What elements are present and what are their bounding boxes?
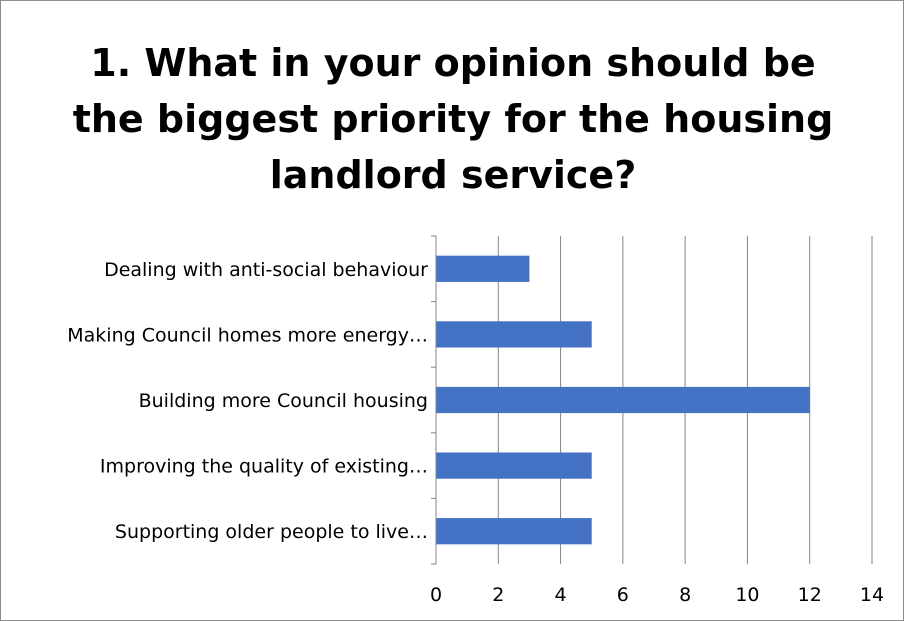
category-label: Making Council homes more energy…: [67, 324, 428, 346]
x-tick-label: 8: [679, 584, 691, 606]
bar: [436, 452, 592, 479]
x-tick-label: 10: [735, 584, 759, 606]
category-label: Building more Council housing: [139, 390, 428, 412]
category-axis: [431, 235, 437, 565]
x-tick-label: 2: [492, 584, 504, 606]
chart-title-line: landlord service?: [269, 153, 637, 197]
bar: [436, 321, 592, 348]
x-tick-label: 6: [617, 584, 629, 606]
x-tick-label: 12: [798, 584, 822, 606]
category-label: Dealing with anti-social behaviour: [104, 259, 428, 281]
bar: [436, 518, 592, 545]
category-labels: Dealing with anti-social behaviour Making…: [67, 259, 428, 543]
chart-title-line: 1. What in your opinion should be: [90, 41, 816, 85]
x-tick-label: 0: [430, 584, 442, 606]
x-tick-label: 14: [860, 584, 884, 606]
value-axis-ticks: 0 2 4 6 8 10 12 14: [430, 584, 884, 606]
category-label: Improving the quality of existing…: [100, 456, 428, 478]
bar: [436, 386, 810, 414]
bar: [436, 255, 530, 282]
category-label: Supporting older people to live…: [115, 521, 428, 543]
chart-title: 1. What in your opinion should be the bi…: [61, 35, 845, 203]
chart-title-line: the biggest priority for the housing: [72, 97, 834, 141]
bars: [436, 255, 810, 545]
x-tick-label: 4: [555, 584, 567, 606]
